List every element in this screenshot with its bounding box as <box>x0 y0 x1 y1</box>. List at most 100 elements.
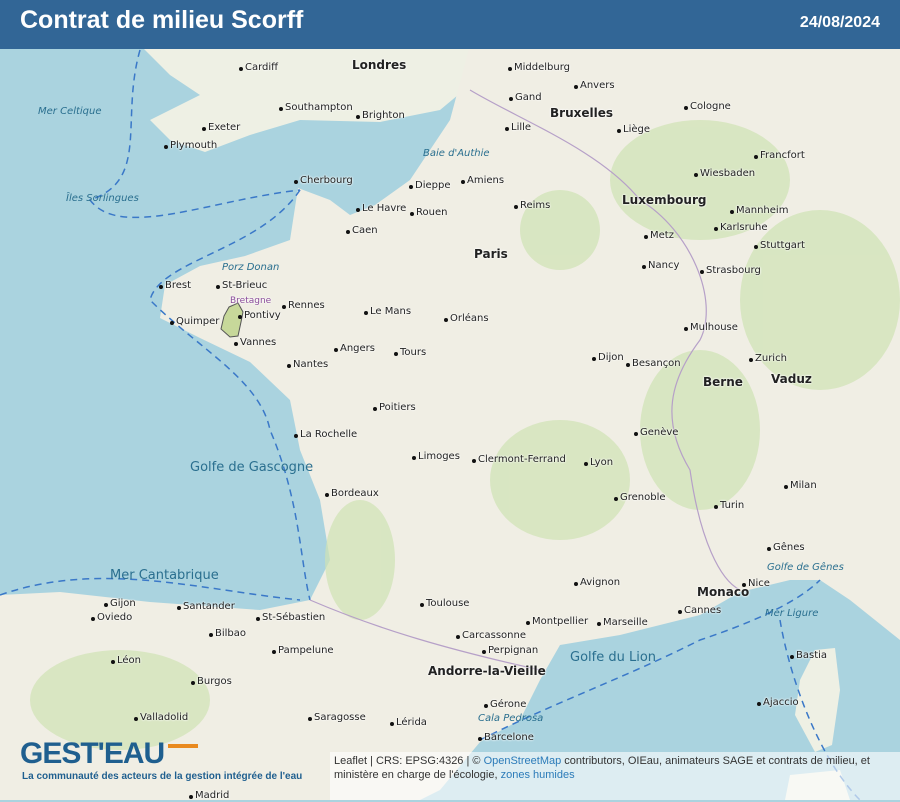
city-dot <box>526 621 530 625</box>
city-dot <box>456 635 460 639</box>
city-dot <box>216 285 220 289</box>
city-dot <box>482 650 486 654</box>
city-dot <box>784 485 788 489</box>
city-label: Brest <box>165 280 192 291</box>
city-dot <box>294 434 298 438</box>
city-label: Karlsruhe <box>720 222 768 233</box>
city-label: Tours <box>400 347 427 358</box>
city-label: Avignon <box>580 577 621 588</box>
city-dot <box>749 358 753 362</box>
city-label: Cherbourg <box>300 175 353 186</box>
city-dot <box>202 127 206 131</box>
city-label: Bruxelles <box>550 106 613 120</box>
city-label: Brighton <box>362 110 405 121</box>
city-dot <box>592 357 596 361</box>
city-label: Orléans <box>450 313 489 324</box>
city-label: Francfort <box>760 150 805 161</box>
city-label: Genève <box>640 427 679 438</box>
city-label: Bretagne <box>230 296 272 306</box>
city-dot <box>334 348 338 352</box>
city-dot <box>684 327 688 331</box>
city-label: Vannes <box>240 337 277 348</box>
city-dot <box>91 617 95 621</box>
city-dot <box>757 702 761 706</box>
city-dot <box>678 610 682 614</box>
zones-humides-link[interactable]: zones humides <box>500 769 575 781</box>
city-dot <box>170 321 174 325</box>
city-label: Madrid <box>195 790 230 801</box>
city-dot <box>508 67 512 71</box>
sea-label: Golfe de Gascogne <box>190 460 314 475</box>
city-dot <box>104 603 108 607</box>
city-label: Mulhouse <box>690 322 738 333</box>
city-label: Dijon <box>598 352 624 363</box>
city-label: Bastia <box>796 650 828 661</box>
great-britain-land <box>140 45 480 152</box>
city-label: Stuttgart <box>760 240 805 251</box>
city-label: Burgos <box>197 676 232 687</box>
city-dot <box>209 633 213 637</box>
city-dot <box>325 493 329 497</box>
sea-label: Cala Pedrosa <box>478 713 544 724</box>
city-label: Zurich <box>755 353 787 364</box>
city-label: Pontivy <box>244 310 281 321</box>
city-dot <box>684 106 688 110</box>
city-label: Amiens <box>467 175 505 186</box>
gesteau-logo[interactable]: GEST'EAU La communauté des acteurs de la… <box>20 737 302 783</box>
city-dot <box>308 717 312 721</box>
city-dot <box>409 185 413 189</box>
logo-text: GEST'EAU <box>20 737 165 770</box>
city-label: Plymouth <box>170 140 218 151</box>
city-dot <box>373 407 377 411</box>
city-label: Wiesbaden <box>700 168 756 179</box>
sea-label: Golfe de Gênes <box>767 562 844 573</box>
city-label: Vaduz <box>771 372 812 386</box>
city-label: Andorre-la-Vieille <box>428 664 546 678</box>
map-attribution: Leaflet | CRS: EPSG:4326 | © OpenStreetM… <box>330 752 900 800</box>
page-title: Contrat de milieu Scorff <box>20 6 304 34</box>
city-label: Gand <box>515 92 542 103</box>
city-label: Poitiers <box>379 402 416 413</box>
osm-link[interactable]: OpenStreetMap <box>483 755 562 767</box>
city-dot <box>472 459 476 463</box>
city-label: Barcelone <box>484 732 534 743</box>
city-dot <box>644 235 648 239</box>
land-borders <box>309 89 741 671</box>
city-dot <box>234 342 238 346</box>
city-label: Paris <box>474 247 508 261</box>
city-dot <box>754 155 758 159</box>
city-label: Mannheim <box>736 205 789 216</box>
city-label: Gérone <box>490 699 527 710</box>
scorff-highlighted-area <box>220 302 244 338</box>
city-label: Pampelune <box>278 645 334 656</box>
city-label: Lyon <box>590 457 614 468</box>
city-dot <box>617 129 621 133</box>
city-dot <box>134 717 138 721</box>
city-label: Saragosse <box>314 712 366 723</box>
city-label: Ajaccio <box>763 697 799 708</box>
city-dot <box>754 245 758 249</box>
city-label: Rennes <box>288 300 325 311</box>
city-dot <box>505 127 509 131</box>
city-dot <box>412 456 416 460</box>
city-label: Exeter <box>208 122 241 133</box>
city-dot <box>614 497 618 501</box>
city-label: Bilbao <box>215 628 247 639</box>
city-dot <box>390 722 394 726</box>
city-dot <box>790 655 794 659</box>
city-dot <box>478 737 482 741</box>
city-label: Léon <box>117 655 142 666</box>
city-label: Luxembourg <box>622 193 707 207</box>
city-dot <box>282 305 286 309</box>
city-dot <box>694 173 698 177</box>
city-dot <box>484 704 488 708</box>
header-bar: Contrat de milieu Scorff 24/08/2024 <box>0 0 900 49</box>
city-dot <box>356 208 360 212</box>
city-label: Perpignan <box>488 645 539 656</box>
city-dot <box>714 227 718 231</box>
city-label: Metz <box>650 230 674 241</box>
city-dot <box>714 505 718 509</box>
city-dot <box>742 583 746 587</box>
city-label: Caen <box>352 225 378 236</box>
